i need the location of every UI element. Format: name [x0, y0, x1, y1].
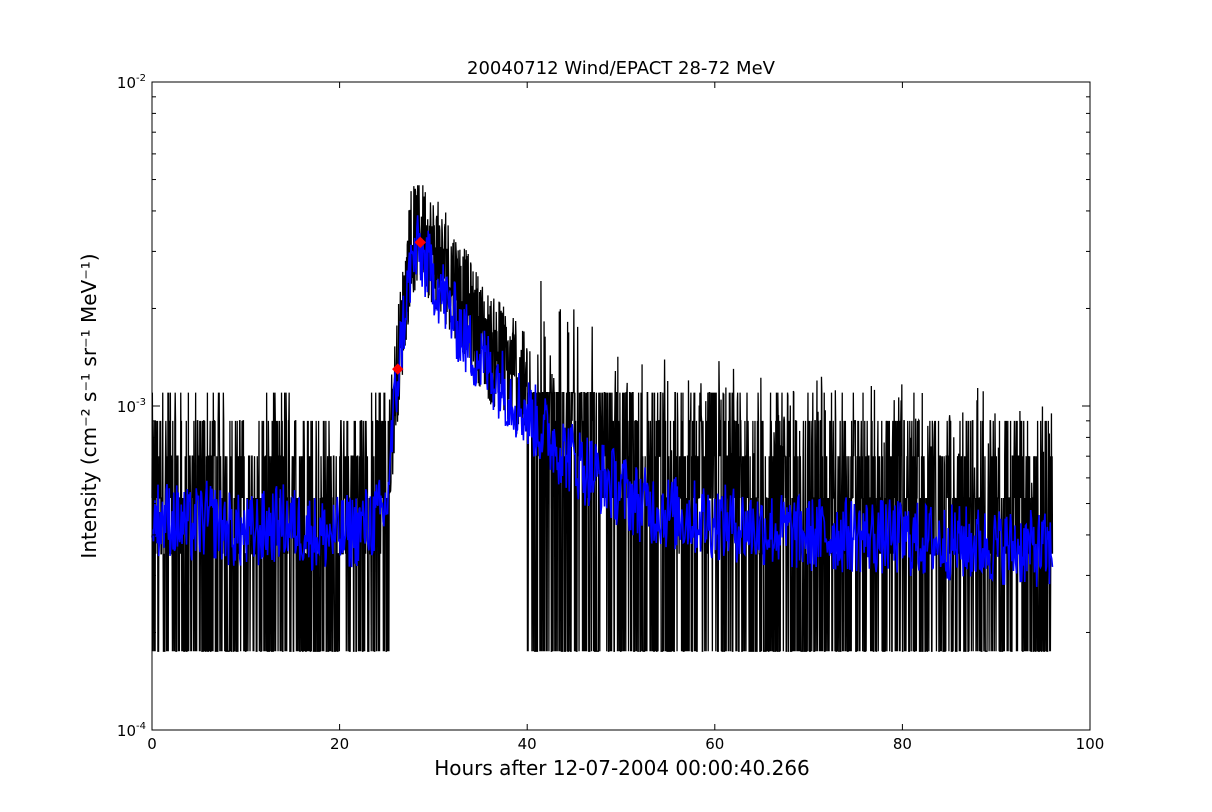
x-axis-label: Hours after 12-07-2004 00:00:40.266 [434, 756, 810, 780]
x-tick-label: 40 [518, 735, 537, 753]
plot-area [151, 81, 1091, 731]
series-line-raw [151, 185, 1054, 652]
x-tick-label: 60 [705, 735, 724, 753]
x-axis: 0 20 40 60 80 100 [147, 82, 1104, 753]
x-tick-label: 80 [893, 735, 912, 753]
x-tick-label: 0 [147, 735, 157, 753]
y-tick-label: 10-4 [117, 721, 146, 740]
series-layer [151, 185, 1054, 652]
data-marker [414, 236, 426, 249]
y-axis: 10-4 10-3 10-2 [117, 73, 1090, 740]
series-line-smoothed [151, 215, 1054, 587]
y-tick-label: 10-2 [117, 73, 146, 92]
y-axis-label: Intensity (cm⁻² s⁻¹ sr⁻¹ MeV⁻¹) [77, 253, 101, 558]
chart-title: 20040712 Wind/EPACT 28-72 MeV [467, 58, 776, 79]
x-tick-label: 100 [1076, 735, 1105, 753]
data-marker [392, 363, 404, 375]
marker-layer [392, 236, 426, 375]
x-tick-label: 20 [330, 735, 349, 753]
y-tick-label: 10-3 [117, 397, 146, 416]
